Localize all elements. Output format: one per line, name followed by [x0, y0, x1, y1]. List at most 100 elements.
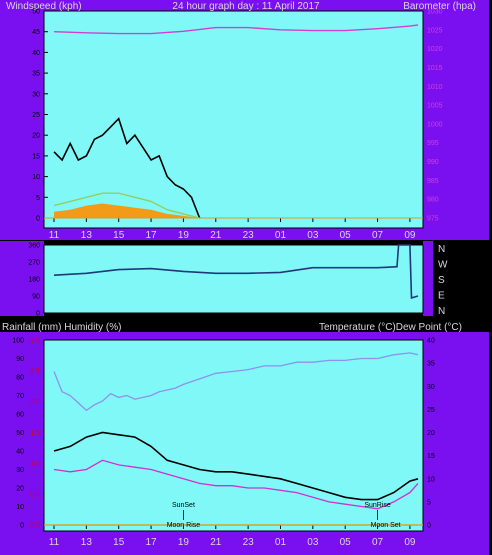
panel1-left-tick: 20 — [32, 133, 40, 140]
panel1-x-tick: 07 — [372, 230, 384, 241]
panel1-right-tick: 1015 — [427, 65, 443, 72]
panel3-rain-tick: 1.0 — [30, 461, 40, 468]
panel3-x-tick: 01 — [275, 537, 287, 548]
panel2-compass-label: E — [438, 291, 445, 302]
panel1-left-tick: 5 — [36, 195, 40, 202]
panel2-left-tick: 270 — [28, 260, 40, 267]
panel3-right-tick: 30 — [427, 384, 435, 391]
panel2-left-band — [0, 241, 44, 316]
panel3-humidity-tick: 90 — [16, 356, 24, 363]
panel3-right-tick: 25 — [427, 407, 435, 414]
panel1-x-tick: 19 — [178, 230, 190, 241]
panel2-compass-label: W — [438, 260, 448, 271]
panel3-right-tick: 5 — [427, 499, 431, 506]
panel1-right-tick: 1020 — [427, 46, 443, 53]
panel2-left-tick: 0 — [36, 311, 40, 318]
panel1-right-tick: 995 — [427, 140, 439, 147]
panel2-plot-area — [43, 244, 424, 314]
panel1-right-tick: 990 — [427, 159, 439, 166]
series-wind-gust — [53, 117, 201, 219]
panel1-left-axis-title: Windspeed (kph) — [6, 1, 82, 12]
panel1-title: 24 hour graph day : 11 April 2017 — [172, 1, 320, 12]
panel2-left-tick: 90 — [32, 294, 40, 301]
panel1-x-tick: 11 — [49, 230, 60, 241]
panel1-left-tick: 45 — [32, 29, 40, 36]
panel3-humidity-tick: 60 — [16, 412, 24, 419]
panel3-left-axis-title: Rainfall (mm) Humidity (%) — [2, 322, 121, 333]
panel3-humidity-tick: 80 — [16, 375, 24, 382]
panel2-compass-label: S — [438, 275, 445, 286]
panel1-right-tick: 980 — [427, 197, 439, 204]
series-wind-avg — [53, 192, 200, 219]
panel3-bottom-band — [44, 531, 423, 555]
panel3-x-tick: 13 — [81, 537, 93, 548]
series-humidity — [53, 352, 419, 412]
panel1-right-axis-title: Barometer (hpa) — [403, 1, 476, 12]
panel1-x-tick: 23 — [243, 230, 255, 241]
panel1-right-tick: 1005 — [427, 103, 443, 110]
panel3-rain-tick: 0.5 — [30, 492, 40, 499]
panel1-bottom-band — [44, 228, 423, 240]
panel3-right-tick: 40 — [427, 338, 435, 345]
panel3-humidity-tick: 20 — [16, 486, 24, 493]
series-barometer — [53, 24, 419, 35]
panel3-right-axis-title: Temperature (°C)Dew Point (°C) — [319, 322, 462, 333]
panel3-rain-tick: 2.5 — [30, 368, 40, 375]
panel2-compass-label: N — [438, 306, 445, 317]
panel2-left-tick: 180 — [28, 277, 40, 284]
panel3-rain-tick: 3.0 — [30, 338, 40, 345]
panel3-right-tick: 20 — [427, 430, 435, 437]
panel3-annotation: Moon Set — [371, 522, 401, 529]
panel3-rain-tick: 0.0 — [30, 523, 40, 530]
panel3-humidity-tick: 40 — [16, 449, 24, 456]
panel1-left-tick: 0 — [36, 216, 40, 223]
panel3-x-tick: 19 — [178, 537, 190, 548]
panel3-x-tick: 03 — [307, 537, 319, 548]
panel3-annotation: SunRise — [364, 502, 391, 509]
panel3-rain-tick: 1.5 — [30, 430, 40, 437]
panel3-humidity-tick: 30 — [16, 467, 24, 474]
panel1-x-tick: 21 — [210, 230, 222, 241]
panel3-rain-tick: 2.0 — [30, 399, 40, 406]
panel1-x-tick: 15 — [113, 230, 125, 241]
panel1-x-tick: 09 — [404, 230, 416, 241]
panel3-x-tick: 17 — [146, 537, 158, 548]
series-temperature — [53, 431, 419, 501]
panel1-right-tick: 1025 — [427, 27, 443, 34]
series-dew-point — [53, 459, 419, 510]
panel1-left-band — [0, 0, 44, 240]
panel1-left-tick: 30 — [32, 91, 40, 98]
panel2-left-tick: 360 — [28, 243, 40, 250]
panel1-left-tick: 15 — [32, 153, 40, 160]
panel1-left-tick: 35 — [32, 71, 40, 78]
series-wind-direction — [53, 244, 419, 299]
panel3-annotation: Moon Rise — [167, 522, 201, 529]
panel3-top-band — [44, 332, 423, 340]
panel1-x-tick: 17 — [146, 230, 158, 241]
panel3-humidity-tick: 10 — [16, 504, 24, 511]
panel1-x-tick: 01 — [275, 230, 287, 241]
panel3-x-tick: 23 — [243, 537, 255, 548]
panel1-right-tick: 1000 — [427, 121, 443, 128]
panel3-x-tick: 07 — [372, 537, 384, 548]
panel3-right-tick: 15 — [427, 453, 435, 460]
panel3-x-tick: 11 — [49, 537, 60, 548]
panel3-x-tick: 21 — [210, 537, 222, 548]
panel1-right-tick: 975 — [427, 216, 439, 223]
panel3-humidity-tick: 50 — [16, 430, 24, 437]
panel3-humidity-tick: 100 — [12, 338, 24, 345]
panel2-compass-label: N — [438, 244, 445, 255]
panel3-humidity-tick: 0 — [20, 523, 24, 530]
panel1-x-tick: 05 — [340, 230, 352, 241]
panel1-left-tick: 50 — [32, 9, 40, 16]
panel1-right-band — [423, 0, 489, 240]
panel3-x-tick: 05 — [340, 537, 352, 548]
panel3-x-tick: 15 — [113, 537, 125, 548]
panel1-right-tick: 1010 — [427, 84, 443, 91]
panel3-right-tick: 35 — [427, 361, 435, 368]
panel1-left-tick: 25 — [32, 112, 40, 119]
panel3-x-tick: 09 — [404, 537, 416, 548]
panel3-right-tick: 10 — [427, 476, 435, 483]
panel1-top-band — [44, 0, 423, 11]
